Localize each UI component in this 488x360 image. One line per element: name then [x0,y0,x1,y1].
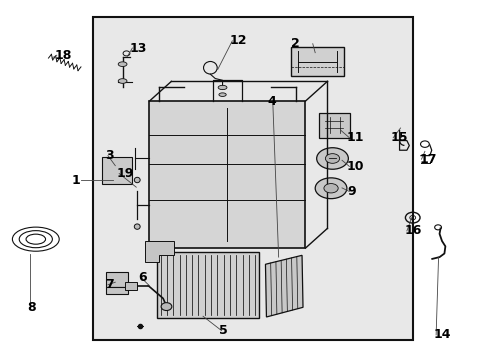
Polygon shape [265,255,303,317]
Text: 16: 16 [404,224,421,238]
Text: 14: 14 [433,328,450,341]
Text: 18: 18 [54,49,72,62]
FancyBboxPatch shape [106,287,128,294]
FancyBboxPatch shape [125,282,137,290]
FancyBboxPatch shape [290,47,344,76]
FancyBboxPatch shape [106,272,128,287]
Text: 15: 15 [390,131,407,144]
Text: 9: 9 [346,185,355,198]
Text: 5: 5 [219,324,227,337]
Ellipse shape [218,85,226,90]
Ellipse shape [325,154,339,163]
FancyBboxPatch shape [318,113,349,138]
Polygon shape [144,241,173,262]
FancyBboxPatch shape [93,17,412,339]
Text: 1: 1 [71,174,80,186]
Ellipse shape [161,303,171,311]
Text: 7: 7 [105,278,114,291]
Text: 17: 17 [418,153,436,166]
Text: 19: 19 [117,167,134,180]
FancyBboxPatch shape [102,157,132,184]
Text: 6: 6 [139,271,147,284]
Text: 13: 13 [130,41,147,54]
Text: 12: 12 [229,34,247,48]
Ellipse shape [118,79,127,84]
FancyBboxPatch shape [149,101,305,248]
Text: 2: 2 [290,37,299,50]
FancyBboxPatch shape [157,252,259,318]
Ellipse shape [316,148,347,169]
Text: 3: 3 [105,149,114,162]
Ellipse shape [134,177,140,183]
Text: 8: 8 [27,301,36,314]
Text: 10: 10 [346,160,364,173]
Ellipse shape [134,224,140,229]
Ellipse shape [323,184,338,193]
Text: 11: 11 [346,131,364,144]
Text: 4: 4 [267,95,276,108]
Ellipse shape [315,178,346,199]
Ellipse shape [219,93,226,96]
Ellipse shape [118,62,127,67]
